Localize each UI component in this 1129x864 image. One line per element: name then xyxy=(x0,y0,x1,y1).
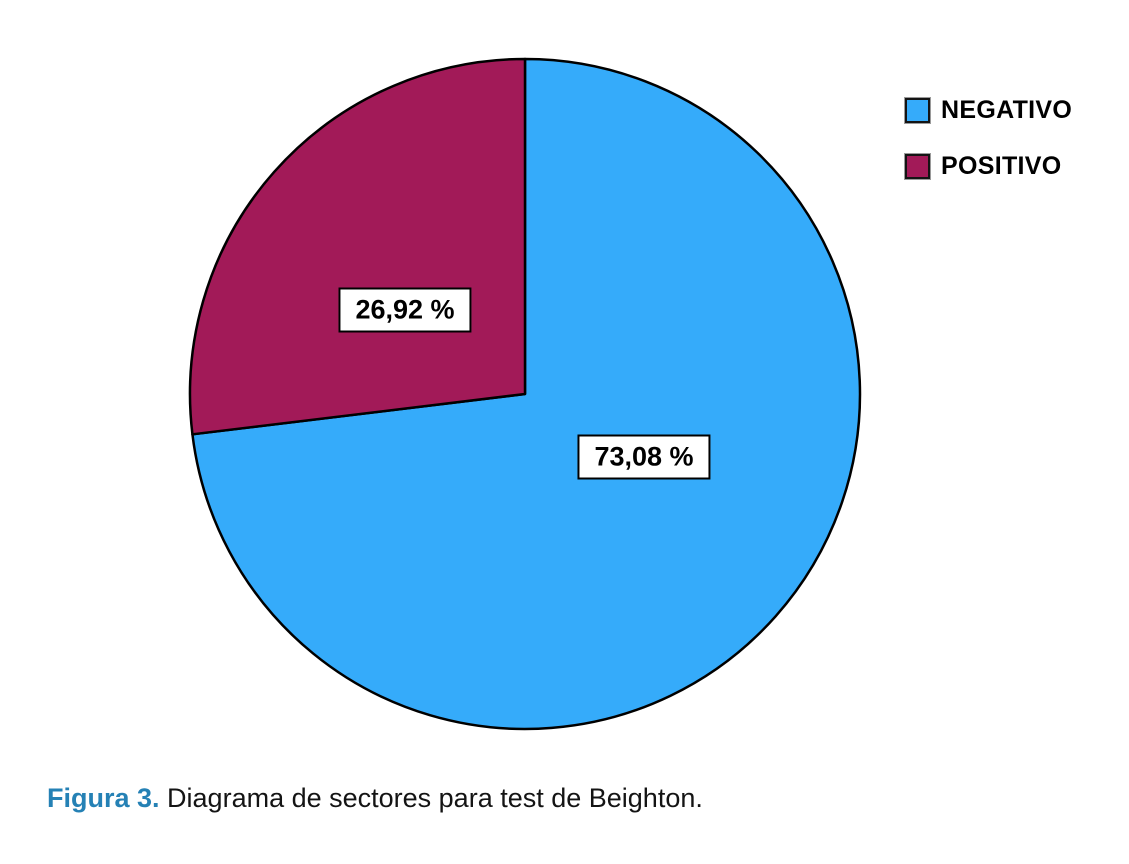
legend-item-negativo: NEGATIVO xyxy=(905,96,1072,125)
legend-swatch-negativo xyxy=(905,98,930,123)
legend-label-positivo: POSITIVO xyxy=(941,152,1062,180)
figure-caption-text: Diagrama de sectores para test de Beight… xyxy=(167,783,703,813)
slice-label-negativo: 73,08 % xyxy=(577,434,711,480)
slice-label-positivo: 26,92 % xyxy=(338,287,472,333)
legend: NEGATIVO POSITIVO xyxy=(905,96,1072,181)
pie-chart xyxy=(188,57,862,731)
legend-swatch-positivo xyxy=(905,154,930,179)
legend-label-negativo: NEGATIVO xyxy=(941,96,1073,124)
figure-caption: Figura 3. Diagrama de sectores para test… xyxy=(47,782,703,814)
pie-slice-positivo xyxy=(188,57,527,436)
figure-caption-prefix: Figura 3. xyxy=(47,783,160,813)
legend-item-positivo: POSITIVO xyxy=(905,152,1072,181)
